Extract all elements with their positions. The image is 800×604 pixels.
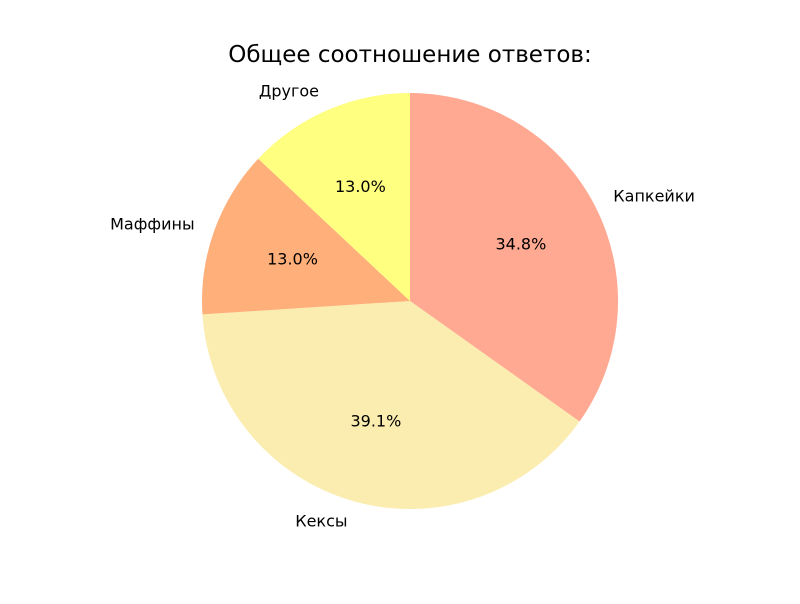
percent-label-3: 13.0% xyxy=(335,177,386,196)
slice-label-3: Другое xyxy=(259,82,319,101)
percent-label-0: 34.8% xyxy=(495,234,546,253)
labels-layer: Капкейки 34.8% Кексы 39.1% Маффины 13.0% Друго… xyxy=(110,82,695,531)
slice-label-0: Капкейки xyxy=(613,187,695,206)
percent-label-2: 13.0% xyxy=(267,249,318,268)
pie-slice-1 xyxy=(202,301,580,510)
slice-label-1: Кексы xyxy=(295,512,347,531)
slice-label-2: Маффины xyxy=(110,214,194,233)
chart-title: Общее соотношение ответов: xyxy=(228,42,591,68)
pie-slice-3 xyxy=(258,93,410,301)
pie-slice-0 xyxy=(410,93,619,422)
slices-layer xyxy=(201,93,619,510)
pie-slice-2 xyxy=(201,158,410,315)
percent-label-1: 39.1% xyxy=(350,412,401,431)
